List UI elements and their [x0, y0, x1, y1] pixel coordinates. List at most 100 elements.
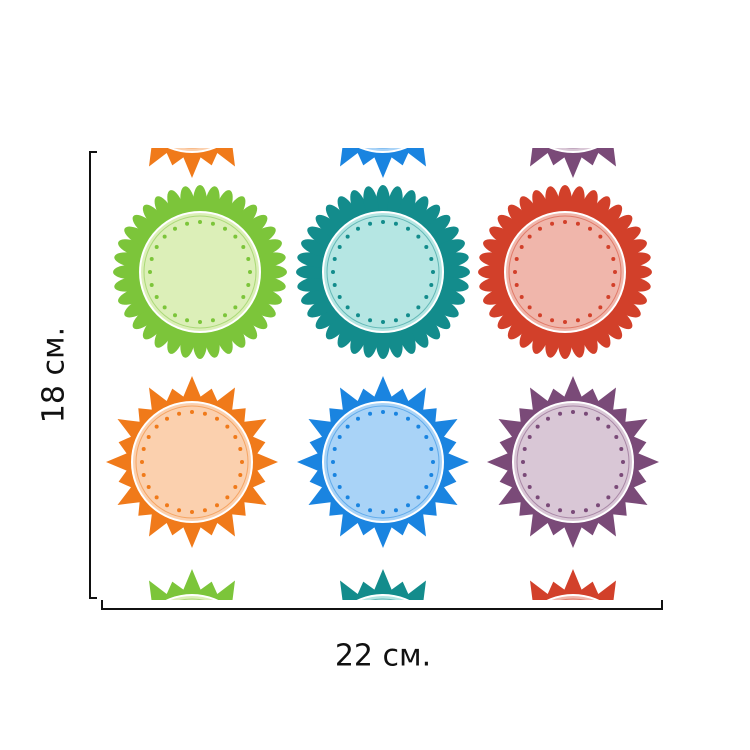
- petal: [436, 265, 470, 279]
- dot: [429, 77, 433, 81]
- petal: [478, 265, 512, 279]
- dot: [596, 696, 600, 700]
- dot: [331, 90, 335, 94]
- width-bracket: [101, 600, 663, 610]
- dot: [429, 282, 434, 287]
- dot: [619, 103, 623, 107]
- dot: [606, 125, 610, 129]
- dot: [522, 447, 527, 452]
- dot: [190, 410, 194, 414]
- dot: [575, 221, 580, 226]
- dot: [346, 55, 350, 59]
- dot: [165, 416, 169, 421]
- dot: [215, 610, 219, 614]
- dot: [140, 90, 144, 94]
- inner-ring: [179, 598, 205, 600]
- dot: [165, 503, 169, 508]
- dot: [233, 305, 238, 310]
- dot: [619, 447, 624, 452]
- dot: [546, 416, 550, 421]
- dot: [381, 220, 385, 224]
- dot: [536, 55, 540, 59]
- dot: [141, 472, 146, 477]
- petal: [617, 252, 651, 268]
- dot: [571, 40, 575, 44]
- dot: [223, 313, 227, 318]
- dot: [240, 460, 244, 464]
- dot: [513, 270, 517, 274]
- dot: [233, 234, 238, 239]
- dot: [368, 318, 373, 323]
- dot: [190, 140, 194, 144]
- dot: [621, 90, 625, 94]
- dot: [177, 138, 181, 142]
- dot: [528, 628, 532, 632]
- dot: [246, 257, 251, 262]
- pattern: [106, 40, 659, 707]
- width-label: 22 см.: [335, 639, 431, 674]
- dot: [429, 103, 433, 107]
- inner-ring: [375, 148, 391, 149]
- petal: [363, 186, 379, 220]
- dot: [429, 472, 434, 477]
- dot: [598, 234, 603, 239]
- dot: [571, 140, 575, 144]
- dot: [416, 125, 420, 129]
- spiky-rim: [149, 569, 235, 600]
- dot: [165, 696, 169, 700]
- dot: [546, 47, 550, 51]
- dot: [584, 138, 588, 142]
- dot: [535, 424, 540, 429]
- dot: [155, 55, 159, 59]
- height-bracket: [89, 151, 97, 599]
- dot: [233, 628, 237, 632]
- dot: [431, 270, 435, 274]
- dot: [528, 115, 532, 119]
- dot: [519, 295, 524, 299]
- dot: [345, 495, 350, 500]
- dot: [233, 435, 238, 439]
- dot: [225, 618, 229, 622]
- petal: [558, 185, 572, 219]
- dot: [596, 610, 600, 614]
- dot: [223, 226, 227, 231]
- dot: [240, 90, 244, 94]
- petal: [180, 186, 196, 220]
- dot: [614, 435, 619, 439]
- dot: [523, 640, 527, 644]
- dot: [619, 472, 624, 477]
- dot: [558, 411, 563, 416]
- dot: [162, 305, 167, 310]
- dot: [416, 234, 421, 239]
- dot: [424, 628, 428, 632]
- petal: [253, 265, 287, 279]
- petal: [193, 185, 207, 219]
- center-disk: [358, 148, 408, 153]
- dot: [154, 495, 159, 500]
- dot: [346, 125, 350, 129]
- dot: [154, 295, 159, 299]
- dot: [368, 701, 372, 705]
- dot: [140, 653, 144, 657]
- dot: [345, 234, 350, 239]
- dot: [356, 416, 360, 421]
- petal: [114, 276, 148, 292]
- dot: [337, 245, 342, 249]
- dot: [240, 653, 244, 657]
- dot: [584, 701, 588, 705]
- dot: [165, 610, 169, 614]
- dot: [177, 508, 182, 513]
- dot: [338, 115, 342, 119]
- dot: [190, 703, 194, 707]
- dot: [546, 503, 550, 508]
- dot: [546, 696, 550, 700]
- dot: [177, 701, 181, 705]
- dot: [203, 42, 207, 46]
- dot: [337, 485, 342, 489]
- dot: [558, 138, 562, 142]
- dot: [185, 221, 190, 226]
- dot: [173, 226, 177, 231]
- dot: [241, 245, 246, 249]
- petal: [545, 186, 561, 220]
